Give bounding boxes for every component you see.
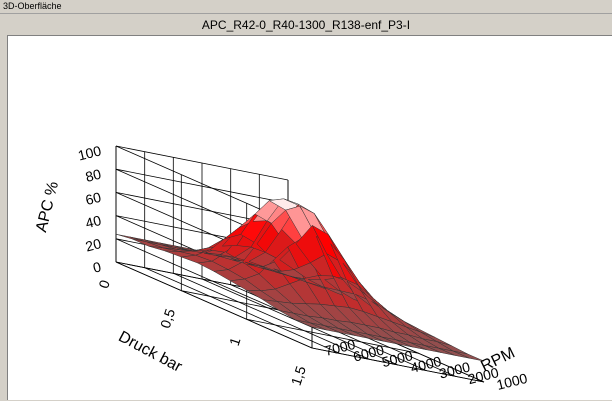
window-title: 3D-Oberfläche [0,0,612,14]
surface-cell [453,350,485,362]
surface-plot: 0 20 40 60 80 100 1000200030004000500060007000… [33,142,529,393]
x-tick-label: 1000 [495,370,529,393]
floor-gridline-x [144,267,341,355]
floor-gridline-x [115,261,313,349]
z-tick-label: 40 [84,212,103,231]
rpm-axis-line [311,347,485,383]
y-axis-label: Druck bar [116,328,186,376]
z-axis-label: APC % [33,180,62,234]
x-tick-label: 3000 [438,358,472,381]
z-tick-label: 20 [84,235,103,254]
z-tick-label: 60 [84,189,103,208]
floor-gridline-x [173,272,370,360]
z-tick-label: 100 [76,142,103,163]
x-tick-label: 5000 [380,347,414,370]
x-tick-label: 2000 [466,364,500,387]
y-tick-label: 0 [95,278,113,291]
z-tick-label: 0 [91,258,103,275]
y-tick-label: 0,5 [157,306,178,330]
x-tick-label: 7000 [323,336,357,359]
z-tick-label: 80 [84,166,103,185]
y-tick-label: 1,5 [288,364,309,388]
y-tick-label: 1 [226,335,244,348]
x-tick-label: 6000 [352,341,386,364]
floor-gridline-y [246,318,419,354]
plot-area: 0 20 40 60 80 100 1000 2000 3000 4000 5000 6000 7000… [7,35,612,400]
x-tick-label: 4000 [409,353,443,376]
chart-title: APC_R42-0_R40-1300_R138-enf_P3-I [201,18,411,32]
surface-mesh [115,198,485,362]
